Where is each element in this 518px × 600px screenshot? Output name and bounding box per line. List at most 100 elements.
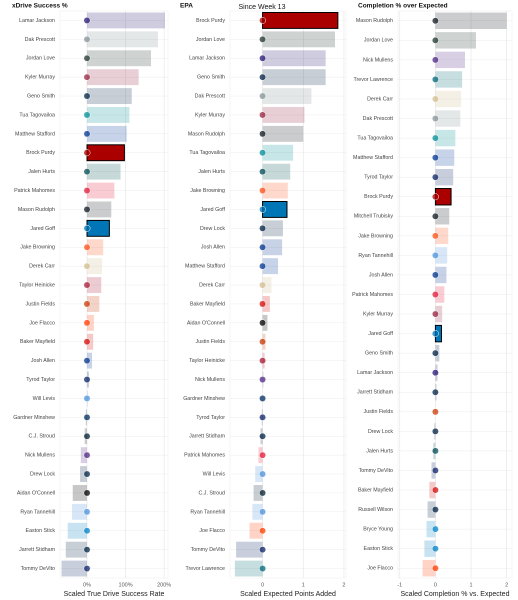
bar bbox=[435, 71, 463, 88]
player-name: Gardner Minshew bbox=[183, 396, 225, 402]
team-logo bbox=[431, 291, 439, 298]
team-logo bbox=[259, 489, 267, 497]
bar bbox=[65, 541, 87, 558]
team-logo bbox=[431, 408, 439, 416]
player-name: Tommy DeVito bbox=[21, 566, 55, 572]
player-name: Aidan O'Connell bbox=[187, 320, 225, 326]
player-name: Baker Mayfield bbox=[358, 487, 393, 493]
team-logo bbox=[431, 545, 439, 553]
team-logo bbox=[431, 154, 439, 162]
team-logo bbox=[431, 525, 439, 533]
player-name: Gardner Minshew bbox=[13, 415, 55, 421]
team-logo bbox=[431, 506, 439, 514]
team-logo bbox=[431, 369, 439, 377]
player-name: Dak Prescott bbox=[363, 116, 394, 122]
player-name: Nick Mullens bbox=[195, 377, 225, 383]
team-logo bbox=[83, 470, 91, 478]
team-logo bbox=[83, 111, 91, 119]
bar bbox=[262, 31, 336, 48]
bar bbox=[422, 560, 436, 577]
x-tick-label: 200% bbox=[157, 582, 171, 588]
bar bbox=[262, 163, 291, 180]
bar bbox=[262, 182, 288, 199]
team-logo bbox=[83, 565, 91, 572]
player-name: Brock Purdy bbox=[26, 150, 55, 156]
bar bbox=[87, 69, 139, 86]
player-name: Mason Rudolph bbox=[18, 207, 55, 213]
team-logo bbox=[431, 36, 439, 44]
bar bbox=[435, 90, 462, 108]
bar bbox=[236, 541, 263, 558]
team-logo bbox=[259, 281, 267, 289]
bar bbox=[234, 560, 263, 577]
team-logo bbox=[83, 92, 91, 100]
x-axis-label: Scaled True Drive Success Rate bbox=[64, 591, 165, 598]
team-logo bbox=[431, 212, 439, 220]
bar bbox=[435, 12, 507, 29]
bar bbox=[255, 466, 263, 482]
player-name: C.J. Stroud bbox=[199, 490, 226, 496]
player-name: Josh Allen bbox=[201, 245, 225, 251]
team-logo bbox=[431, 330, 439, 338]
player-name: Jordan Love bbox=[364, 38, 393, 44]
team-logo bbox=[83, 357, 91, 365]
bar bbox=[435, 168, 454, 186]
player-name: Joe Flacco bbox=[199, 528, 225, 534]
bar bbox=[71, 503, 87, 520]
team-logo bbox=[83, 281, 91, 289]
team-logo bbox=[431, 56, 439, 64]
team-logo bbox=[259, 206, 267, 213]
player-name: Matthew Stafford bbox=[185, 264, 225, 270]
bar bbox=[61, 560, 87, 577]
team-logo bbox=[259, 187, 267, 195]
player-name: Kyler Murray bbox=[25, 75, 55, 81]
player-name: Drew Lock bbox=[368, 429, 393, 435]
player-name: Justin Fields bbox=[364, 409, 394, 415]
team-logo bbox=[83, 546, 91, 554]
player-name: Geno Smith bbox=[27, 93, 55, 99]
x-tick-label: 0% bbox=[83, 582, 91, 588]
panel-title: EPA bbox=[180, 3, 193, 10]
bar bbox=[435, 51, 465, 69]
bar bbox=[87, 182, 115, 199]
bar bbox=[435, 286, 445, 303]
player-name: Tyrod Taylor bbox=[26, 377, 55, 383]
team-logo bbox=[259, 130, 267, 138]
bar bbox=[435, 149, 455, 166]
player-name: Justin Fields bbox=[26, 301, 56, 307]
player-name: Kyler Murray bbox=[363, 311, 393, 317]
bar bbox=[253, 485, 263, 501]
bar bbox=[72, 485, 87, 501]
player-name: Patrick Mahomes bbox=[14, 188, 55, 194]
player-name: Drew Lock bbox=[30, 471, 55, 477]
player-name: Tommy DeVito bbox=[359, 468, 393, 474]
player-name: Joe Flacco bbox=[367, 566, 393, 572]
team-logo bbox=[83, 451, 91, 459]
player-name: Jordan Love bbox=[26, 56, 55, 62]
team-logo bbox=[83, 262, 91, 270]
team-logo bbox=[259, 17, 267, 24]
player-name: Geno Smith bbox=[197, 75, 225, 81]
bar bbox=[87, 296, 100, 312]
bar bbox=[262, 201, 288, 218]
bar bbox=[87, 12, 165, 29]
team-logo bbox=[259, 243, 267, 251]
team-logo bbox=[83, 338, 91, 346]
bar bbox=[262, 258, 279, 275]
player-name: Trevor Lawrence bbox=[353, 77, 393, 83]
player-name: Brock Purdy bbox=[364, 194, 393, 200]
team-logo bbox=[259, 92, 267, 100]
team-logo bbox=[259, 35, 267, 43]
team-logo bbox=[259, 470, 267, 478]
bar bbox=[435, 266, 447, 284]
player-name: Jake Browning bbox=[358, 233, 393, 239]
bar bbox=[427, 501, 436, 518]
player-name: Trevor Lawrence bbox=[185, 566, 225, 572]
team-logo bbox=[259, 376, 267, 383]
team-logo bbox=[83, 413, 91, 421]
player-name: Jalen Hurts bbox=[198, 169, 225, 175]
player-name: Will Levis bbox=[203, 471, 226, 477]
player-name: Drew Lock bbox=[200, 226, 225, 232]
bar bbox=[249, 522, 263, 539]
team-logo bbox=[83, 187, 91, 195]
